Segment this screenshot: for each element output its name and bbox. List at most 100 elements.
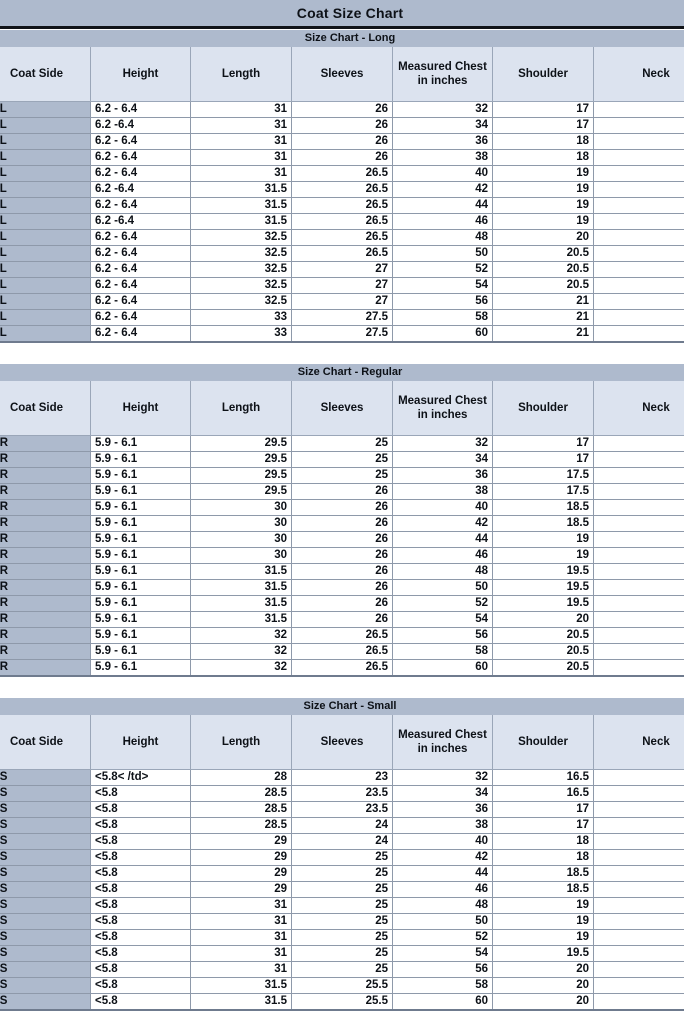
- cell-measured-chest: 58: [392, 643, 493, 660]
- cell-coat-side: 64S: [0, 945, 91, 962]
- column-header-length: Length: [190, 381, 292, 436]
- cell-neck: 18: [593, 579, 684, 596]
- cell-sleeves: 25: [291, 961, 393, 978]
- cell-height: <5.8: [90, 881, 191, 898]
- size-chart-block: Size Chart - Small Coat Side Height Length S…: [0, 697, 684, 1011]
- column-header-height: Height: [90, 381, 191, 436]
- cell-height: <5.8: [90, 929, 191, 946]
- cell-neck: 19: [593, 293, 684, 310]
- cell-measured-chest: 60: [392, 993, 493, 1011]
- cell-neck: 16.5: [593, 181, 684, 198]
- cell-height: 6.2 -6.4: [90, 181, 191, 198]
- cell-length: 31.5: [190, 595, 292, 612]
- cell-measured-chest: 48: [392, 229, 493, 246]
- cell-length: 33: [190, 325, 292, 343]
- cell-neck: 16.5: [593, 515, 684, 532]
- cell-neck: 15.5: [593, 149, 684, 166]
- column-header-sleeves: Sleeves: [291, 47, 393, 102]
- cell-measured-chest: 58: [392, 309, 493, 326]
- cell-neck: 14.5: [593, 451, 684, 468]
- cell-sleeves: 25: [291, 451, 393, 468]
- cell-height: 6.2 -6.4: [90, 117, 191, 134]
- cell-coat-side: 58L: [0, 229, 91, 246]
- cell-height: 5.9 - 6.1: [90, 643, 191, 660]
- cell-coat-side: 46L: [0, 133, 91, 150]
- table-row: 66L6.2 - 6.432.527562119: [0, 293, 684, 310]
- cell-measured-chest: 36: [392, 801, 493, 818]
- cell-coat-side: 58S: [0, 897, 91, 914]
- cell-shoulder: 20: [492, 993, 594, 1011]
- cell-shoulder: 20: [492, 611, 594, 628]
- cell-length: 33: [190, 309, 292, 326]
- cell-measured-chest: 34: [392, 785, 493, 802]
- cell-height: 5.9 - 6.1: [90, 499, 191, 516]
- cell-neck: 17.5: [593, 547, 684, 564]
- cell-shoulder: 18.5: [492, 499, 594, 516]
- cell-neck: 18.5: [593, 261, 684, 278]
- cell-height: <5.8: [90, 897, 191, 914]
- cell-length: 31.5: [190, 181, 292, 198]
- table-row: 56R5.9 - 6.13026461917.5: [0, 547, 684, 564]
- cell-coat-side: 68S: [0, 977, 91, 994]
- cell-length: 32.5: [190, 293, 292, 310]
- cell-length: 31: [190, 149, 292, 166]
- cell-neck: 19.5: [593, 977, 684, 994]
- cell-measured-chest: 32: [392, 435, 493, 452]
- cell-shoulder: 18.5: [492, 865, 594, 882]
- cell-measured-chest: 44: [392, 531, 493, 548]
- cell-length: 30: [190, 515, 292, 532]
- cell-measured-chest: 42: [392, 849, 493, 866]
- cell-coat-side: 44R: [0, 451, 91, 468]
- cell-measured-chest: 48: [392, 563, 493, 580]
- cell-measured-chest: 60: [392, 659, 493, 677]
- cell-length: 29: [190, 865, 292, 882]
- cell-measured-chest: 60: [392, 325, 493, 343]
- column-header-coat-side: Coat Side: [0, 715, 91, 770]
- cell-sleeves: 27: [291, 293, 393, 310]
- column-header-length: Length: [190, 715, 292, 770]
- cell-measured-chest: 36: [392, 133, 493, 150]
- cell-shoulder: 18: [492, 849, 594, 866]
- cell-shoulder: 19: [492, 197, 594, 214]
- cell-height: 5.9 - 6.1: [90, 563, 191, 580]
- cell-neck: 18.5: [593, 595, 684, 612]
- cell-sleeves: 25: [291, 467, 393, 484]
- cell-sleeves: 26: [291, 101, 393, 118]
- cell-length: 31: [190, 945, 292, 962]
- cell-height: <5.8: [90, 817, 191, 834]
- cell-coat-side: 64R: [0, 611, 91, 628]
- cell-measured-chest: 50: [392, 245, 493, 262]
- cell-neck: 14.5: [593, 101, 684, 118]
- column-header-measured-chest: Measured Chest in inches: [392, 47, 493, 102]
- table-row: 56L6.2 -6.431.526.5461917.5: [0, 213, 684, 230]
- cell-sleeves: 26: [291, 595, 393, 612]
- table-row: 42R5.9 - 6.129.525321714.5: [0, 435, 684, 452]
- table-row: 48S<5.828.524381715.5: [0, 817, 684, 834]
- cell-measured-chest: 38: [392, 483, 493, 500]
- cell-sleeves: 26.5: [291, 181, 393, 198]
- cell-height: 6.2 - 6.4: [90, 309, 191, 326]
- table-row: 42L6.2 - 6.43126321714.5: [0, 101, 684, 118]
- cell-length: 29: [190, 833, 292, 850]
- measured-chest-line-2: in inches: [417, 409, 468, 421]
- cell-shoulder: 20.5: [492, 261, 594, 278]
- column-header-height: Height: [90, 715, 191, 770]
- cell-shoulder: 17.5: [492, 467, 594, 484]
- cell-length: 31: [190, 913, 292, 930]
- cell-neck: 15: [593, 467, 684, 484]
- cell-height: 6.2 - 6.4: [90, 101, 191, 118]
- cell-coat-side: 44L: [0, 117, 91, 134]
- cell-length: 32.5: [190, 245, 292, 262]
- cell-sleeves: 26.5: [291, 627, 393, 644]
- cell-measured-chest: 48: [392, 897, 493, 914]
- cell-sleeves: 26.5: [291, 245, 393, 262]
- cell-shoulder: 20: [492, 229, 594, 246]
- cell-measured-chest: 58: [392, 977, 493, 994]
